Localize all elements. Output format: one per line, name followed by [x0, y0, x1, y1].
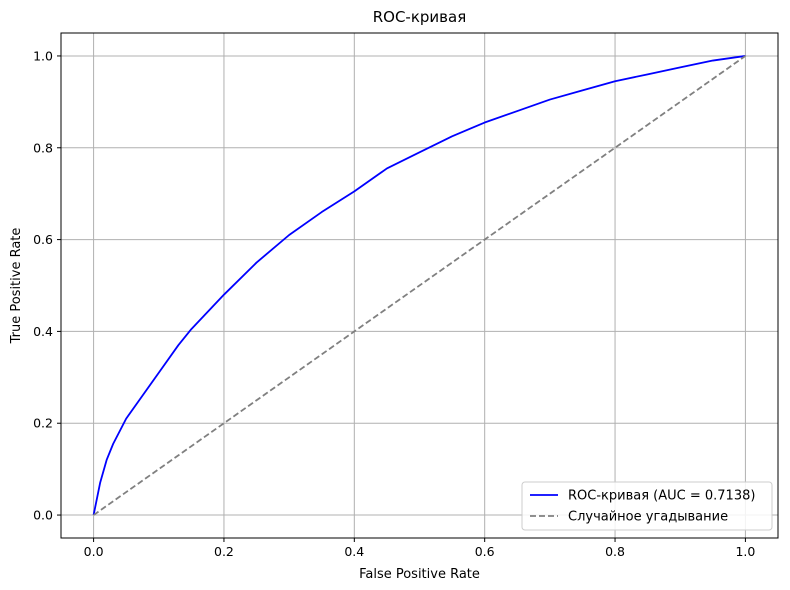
plot-frame [60, 32, 779, 539]
legend-label: ROC-кривая (AUC = 0.7138) [568, 489, 755, 504]
y-axis-title: True Positive Rate [9, 228, 24, 345]
x-axis-title: False Positive Rate [359, 567, 480, 582]
chart-title: ROC-кривая [373, 8, 467, 26]
legend-box [521, 481, 773, 531]
y-tick-label: 0.0 [33, 508, 53, 523]
y-tick-label: 0.2 [33, 416, 53, 431]
x-tick-label: 1.0 [735, 544, 755, 559]
series-layer [92, 55, 746, 516]
grid [61, 33, 778, 538]
x-tick-label: 0.0 [84, 544, 104, 559]
legend-label: Случайное угадывание [568, 510, 728, 525]
random-guess-line [93, 55, 746, 516]
tick-labels: 0.0 0.2 0.4 0.6 0.8 1.0 0.0 0.2 0.4 0.6 0.8 1.0 [33, 48, 755, 559]
y-tick-label: 0.8 [33, 140, 53, 155]
legend: ROC-кривая (AUC = 0.7138) Случайное угады… [521, 481, 773, 531]
axes [57, 32, 779, 542]
y-tick-label: 0.4 [33, 324, 53, 339]
x-tick-label: 0.8 [605, 544, 625, 559]
y-tick-label: 1.0 [33, 48, 53, 63]
x-tick-label: 0.2 [214, 544, 234, 559]
roc-curve-line [92, 55, 746, 516]
x-tick-label: 0.4 [344, 544, 364, 559]
y-tick-label: 0.6 [33, 232, 53, 247]
x-tick-label: 0.6 [475, 544, 495, 559]
